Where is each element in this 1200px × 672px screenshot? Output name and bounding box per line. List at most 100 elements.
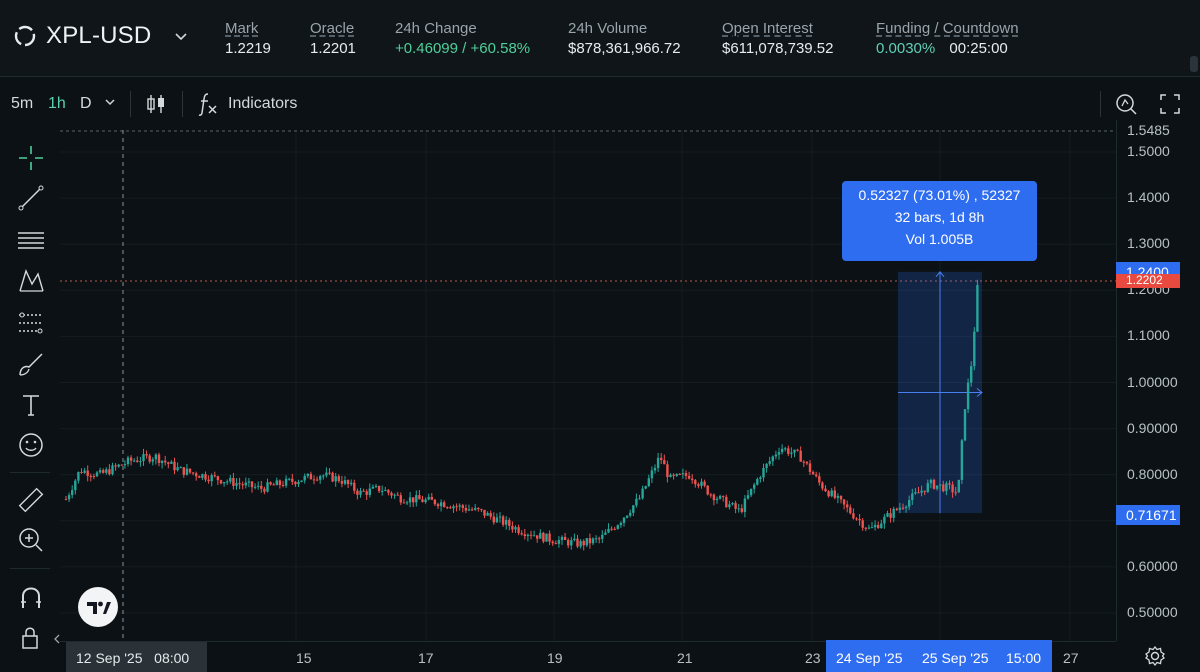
candle-body [464,507,468,511]
candle-body [567,540,570,546]
interval-1h[interactable]: 1h [48,95,66,112]
trend-line-icon[interactable] [16,183,46,213]
range-start: 24 Sep '25 [836,650,903,666]
candle-body [641,488,644,499]
horizontal-lines-icon[interactable] [16,225,46,255]
candle-body [694,480,697,485]
price-chart[interactable] [60,130,1116,641]
candle-body [842,499,846,505]
candle-body [895,508,898,510]
interval-d[interactable]: D [80,95,92,112]
candle-body [892,508,895,518]
candle-body [908,500,911,507]
candle-body [691,478,694,481]
price-tick: 0.90000 [1127,419,1178,436]
chart-settings-gear-icon[interactable] [1144,645,1166,667]
candle-body [734,503,737,509]
candle-body [579,540,582,547]
indicators-button[interactable]: Indicators [196,89,297,119]
candle-body [198,476,201,478]
fullscreen-icon[interactable] [1157,91,1183,117]
candle-body [942,484,945,492]
interval-5m[interactable]: 5m [11,95,34,112]
candle-body [498,516,502,518]
candle-body [687,475,691,479]
candle-body [886,513,889,517]
candle-body [932,479,936,489]
candle-body [365,491,368,495]
candle-body [762,467,765,478]
indicators-label: Indicators [228,95,298,112]
candle-body [722,495,725,497]
candle-body [235,483,238,486]
candle-body [353,482,356,491]
toolbar-divider [1100,91,1101,117]
time-axis[interactable]: 15 17 19 21 23 27 12 Sep '25 08:00 24 Se… [60,640,1116,672]
candle-body [613,528,616,530]
magnet-icon[interactable] [16,582,46,612]
candle-body [514,527,517,530]
fib-icon[interactable] [16,308,46,338]
pattern-icon[interactable] [16,266,46,296]
candle-body [585,538,588,546]
candle-body [588,538,592,544]
candle-body [334,476,337,482]
collapse-toolbar-chevron-icon[interactable] [52,632,62,646]
symbol-selector[interactable]: XPL-USD [14,22,189,50]
candle-body [486,513,489,516]
candle-body [765,463,768,468]
candle-body [474,507,477,510]
candle-body [157,454,161,464]
candle-body [684,473,688,476]
candle-body [247,481,251,483]
candle-body [114,465,117,467]
candle-body [731,503,734,505]
candle-body [95,472,99,477]
candle-body [706,485,709,495]
tools-divider [10,568,50,569]
candle-body [966,382,970,410]
brush-icon[interactable] [16,349,46,379]
candle-body [505,519,508,525]
tradingview-logo[interactable] [78,587,118,627]
time-tick: 21 [677,650,693,666]
candle-body [477,507,480,510]
candle-body [635,498,638,506]
function-fx-icon [198,93,217,116]
candles-chart-type-icon[interactable] [143,91,169,117]
candle-body [660,457,663,460]
candle-body [77,471,80,481]
ruler-icon[interactable] [16,485,46,515]
candle-body [458,505,461,507]
emoji-icon[interactable] [16,430,46,460]
candle-body [619,522,623,526]
candle-body [768,461,771,464]
zoom-in-icon[interactable] [16,525,46,555]
candle-body [232,477,235,486]
stat-label: 24h Change [395,20,477,37]
candle-body [250,481,254,488]
candle-body [771,456,774,462]
candle-body [743,498,747,512]
candle-body [455,506,458,508]
quick-search-icon[interactable] [1113,91,1139,117]
stat-value: 1.2201 [310,40,356,57]
price-axis[interactable]: 1.5000 1.4000 1.3000 1.2000 1.1000 1.00000 0.9… [1116,120,1200,641]
crosshair-icon[interactable] [16,143,46,173]
header-scrollbar[interactable] [1190,56,1198,72]
candle-body [151,459,154,462]
candle-body [213,475,216,477]
text-icon[interactable] [16,390,46,420]
candle-body [697,484,700,486]
candle-body [883,516,886,524]
candle-body [700,481,703,486]
candle-body [948,483,951,485]
interval-dropdown-chevron-icon[interactable] [100,92,120,112]
lock-icon[interactable] [16,623,46,653]
candle-body [548,533,551,542]
candle-body [973,331,976,367]
candle-body [601,534,604,539]
candle-body [350,482,353,485]
candle-body [133,460,136,462]
toolbar-divider [130,91,131,117]
